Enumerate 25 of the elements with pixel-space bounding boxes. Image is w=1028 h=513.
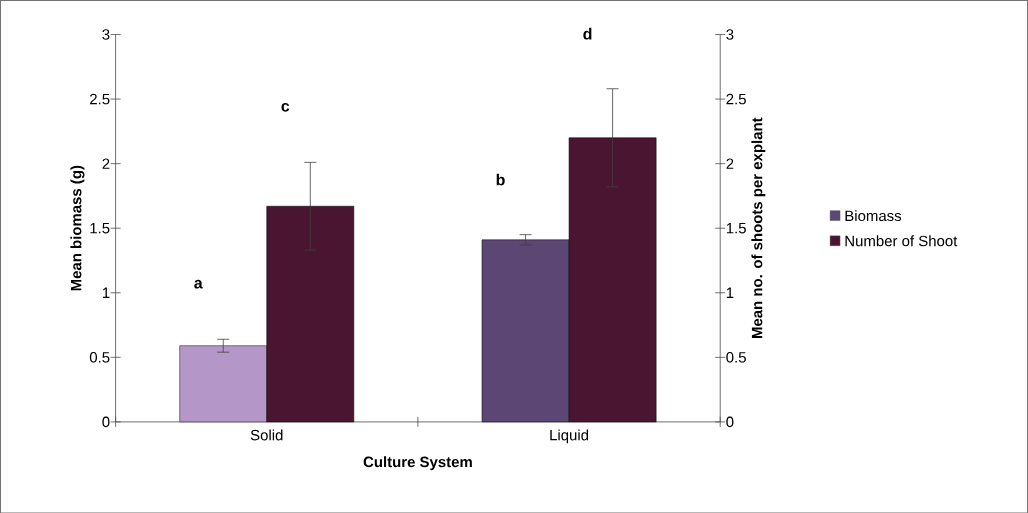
annotation: b	[496, 173, 505, 186]
y2-tick-label: 0.5	[726, 351, 746, 363]
x-axis-title: Culture System	[363, 455, 472, 470]
y-tick-label: 2	[102, 158, 110, 169]
annotation: a	[194, 279, 203, 289]
annotation: d	[583, 27, 592, 40]
legend-label: Biomass	[845, 209, 902, 221]
x-tick-label: Solid	[250, 429, 283, 441]
y2-tick-label: 2.5	[726, 93, 746, 105]
x-tick-label: Liquid	[550, 429, 589, 444]
y-tick-label: 1	[102, 287, 110, 298]
y2-tick-label: 3	[726, 28, 734, 40]
y2-tick-label: 1	[726, 287, 734, 298]
y2-axis-title: Mean no. of shoots per explant	[751, 117, 766, 338]
y2-tick-label: 1.5	[726, 222, 746, 234]
y-tick-label: 0	[102, 416, 110, 427]
y-tick-label: 1.5	[90, 222, 110, 234]
y-axis-title: Mean biomass (g)	[70, 165, 85, 291]
y-tick-label: 0.5	[89, 351, 110, 363]
y2-tick-label: 2	[726, 158, 734, 169]
annotation: c	[281, 102, 290, 112]
y2-tick-label: 0	[726, 416, 734, 427]
y-tick-label: 2.5	[90, 93, 110, 105]
y-tick-label: 3	[102, 28, 110, 40]
legend-label: Number of Shoot	[845, 235, 958, 247]
